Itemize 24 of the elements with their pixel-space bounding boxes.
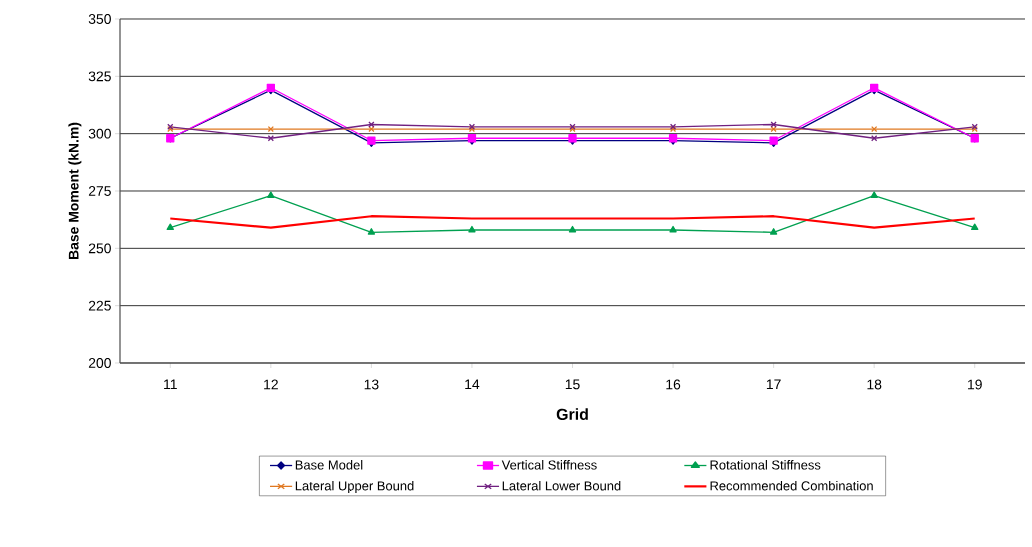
- y-tick-label: 350: [88, 14, 111, 24]
- y-tick-label: 250: [88, 243, 111, 254]
- x-tick-label: 16: [666, 379, 681, 390]
- y-tick-label: 275: [88, 186, 111, 196]
- x-tick-label: 12: [264, 379, 278, 390]
- x-tick-label: 14: [465, 379, 480, 390]
- x-tick-label: 17: [766, 379, 781, 390]
- x-tick-label: 11: [164, 379, 177, 390]
- legend-label: Rotational Stiffness: [710, 460, 821, 470]
- x-axis-title: Grid: [556, 408, 588, 420]
- legend-label: Lateral Lower Bound: [502, 480, 621, 491]
- y-tick-label: 225: [88, 300, 111, 311]
- y-tick-label: 200: [88, 358, 111, 368]
- y-tick-label: 325: [88, 71, 111, 82]
- legend-label: Recommended Combination: [710, 480, 873, 491]
- legend-label: Base Model: [295, 460, 363, 470]
- x-tick-label: 13: [364, 379, 379, 390]
- legend-label: Vertical Stiffness: [501, 460, 597, 470]
- x-tick-label: 19: [968, 379, 982, 390]
- y-axis-title: Base Moment (kN.m): [68, 122, 82, 260]
- x-tick-label: 18: [867, 379, 882, 390]
- x-tick-label: 15: [565, 379, 580, 390]
- legend-label: Lateral Upper Bound: [295, 480, 414, 493]
- y-tick-label: 300: [88, 128, 111, 139]
